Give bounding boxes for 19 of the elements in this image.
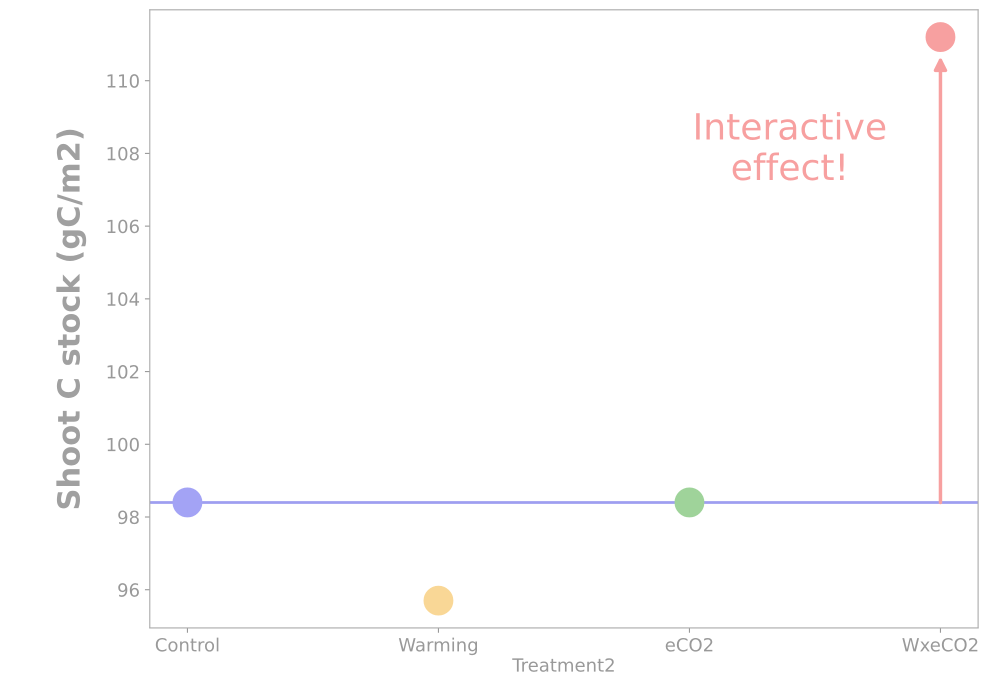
annotation: Interactive effect! bbox=[696, 112, 886, 180]
x-tick-label: WxeCO2 bbox=[902, 638, 978, 652]
point bbox=[172, 488, 202, 518]
y-tick-label: 102 bbox=[108, 365, 138, 379]
y-tick-label: 100 bbox=[108, 438, 139, 452]
y-tick-label: 106 bbox=[108, 220, 139, 234]
x-tick-label: Warming bbox=[398, 638, 477, 656]
y-tick-label: 98 bbox=[118, 510, 139, 524]
y-axis-title: Shoot C stock (gC/m2) bbox=[56, 130, 86, 508]
x-tick-label: Control bbox=[156, 638, 218, 652]
point bbox=[674, 488, 704, 518]
x-axis-title: Treatment2 bbox=[512, 658, 614, 672]
y-tick-label: 96 bbox=[118, 583, 139, 597]
x-tick-label: eCO2 bbox=[666, 638, 712, 652]
y-tick-label: 108 bbox=[108, 146, 139, 161]
y-tick-label: 104 bbox=[108, 292, 140, 306]
point bbox=[926, 22, 956, 52]
y-tick-label: 110 bbox=[108, 74, 139, 88]
point bbox=[424, 586, 454, 616]
